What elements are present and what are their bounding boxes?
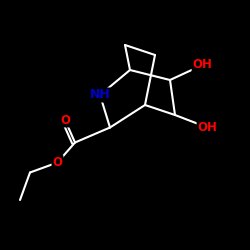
Text: O: O — [60, 114, 70, 126]
Text: OH: OH — [192, 58, 212, 71]
Text: O: O — [52, 156, 62, 169]
Text: OH: OH — [198, 121, 218, 134]
Text: NH: NH — [90, 88, 110, 102]
